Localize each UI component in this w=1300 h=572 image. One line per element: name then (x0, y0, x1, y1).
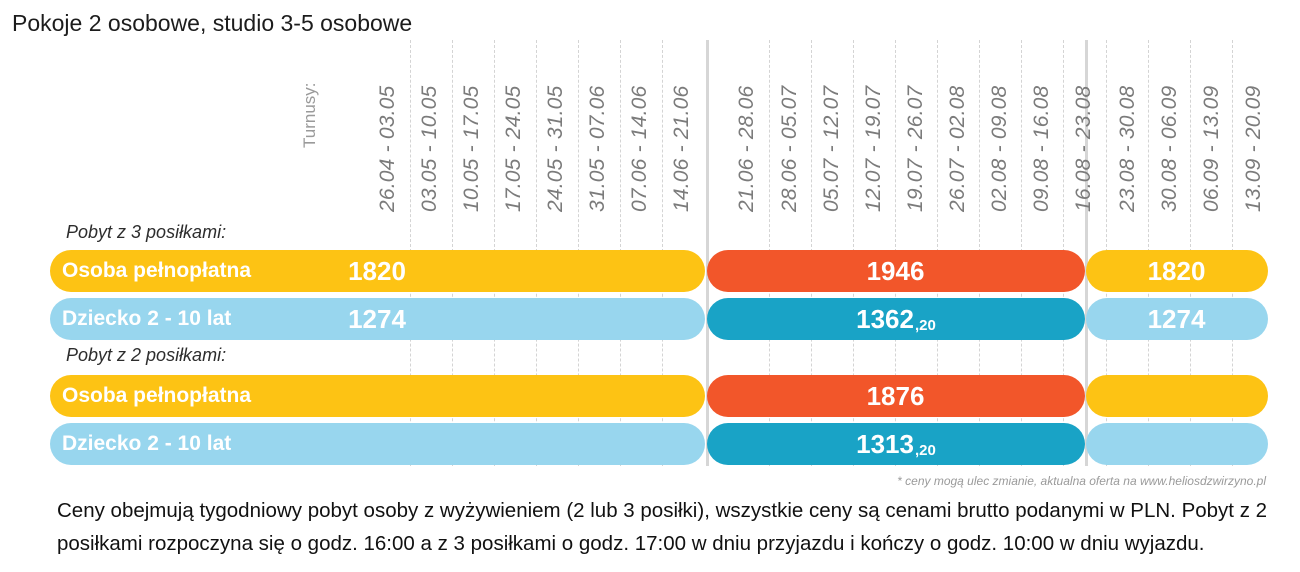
child-price-bar (50, 423, 705, 465)
price-decimal: ,20 (914, 441, 936, 459)
period-label: 31.05 - 07.06 (586, 85, 609, 212)
child-price-bar: 1274 (50, 298, 705, 340)
price-value: 1946 (866, 255, 925, 286)
section-label: Pobyt z 2 posiłkami: (66, 345, 227, 365)
period-label: 14.06 - 21.06 (670, 85, 693, 212)
child-price-bar: 1362,20 (707, 298, 1085, 340)
adult-price-bar: 1820 (50, 250, 705, 292)
period-label: 17.05 - 24.05 (502, 85, 525, 212)
period-label: 12.07 - 19.07 (862, 85, 885, 212)
period-label: 30.08 - 06.09 (1158, 85, 1181, 212)
price-value: 1274 (1147, 303, 1206, 334)
adult-price-bar: 1876 (707, 375, 1085, 417)
period-label: 02.08 - 09.08 (988, 85, 1011, 212)
price-decimal: ,20 (914, 316, 936, 334)
section-label: Pobyt z 3 posiłkami: (66, 222, 227, 242)
period-label: 05.07 - 12.07 (820, 85, 843, 212)
price-value: 1876 (866, 380, 925, 411)
price-value: 1274 (348, 303, 406, 334)
period-label: 19.07 - 26.07 (904, 85, 927, 212)
child-price-bar: 1274 (1086, 298, 1268, 340)
price-value: 1362 (856, 303, 914, 334)
period-label: 06.09 - 13.09 (1200, 85, 1223, 212)
period-label: 13.09 - 20.09 (1242, 85, 1265, 212)
period-label: 24.05 - 31.05 (544, 85, 567, 212)
price-value: 1820 (348, 255, 406, 286)
child-price-bar (1086, 423, 1268, 465)
page-title: Pokoje 2 osobowe, studio 3-5 osobowe (12, 10, 413, 36)
season-separator (1085, 40, 1088, 466)
child-price-bar: 1313,20 (707, 423, 1085, 465)
adult-price-bar (50, 375, 705, 417)
period-label: 16.08 - 23.08 (1072, 85, 1095, 212)
price-value: 1820 (1147, 255, 1206, 286)
period-label: 28.06 - 05.07 (778, 85, 801, 212)
row-label: Osoba pełnopłatna (62, 259, 252, 282)
adult-price-bar: 1820 (1086, 250, 1268, 292)
period-label: 03.05 - 10.05 (418, 85, 441, 212)
period-label: 26.04 - 03.05 (376, 85, 399, 212)
period-label: 21.06 - 28.06 (735, 85, 758, 212)
period-label: 26.07 - 02.08 (946, 85, 969, 212)
turnusy-label: Turnusy: (300, 82, 319, 148)
row-label: Osoba pełnopłatna (62, 384, 252, 407)
footer-text: Ceny obejmują tygodniowy pobyt osoby z w… (57, 499, 1268, 555)
period-label: 23.08 - 30.08 (1116, 85, 1139, 212)
price-note: * ceny mogą ulec zmianie, aktualna ofert… (897, 474, 1266, 488)
adult-price-bar (1086, 375, 1268, 417)
period-label: 07.06 - 14.06 (628, 85, 651, 212)
price-value: 1313 (856, 428, 914, 459)
row-label: Dziecko 2 - 10 lat (62, 432, 232, 455)
adult-price-bar: 1946 (707, 250, 1085, 292)
row-label: Dziecko 2 - 10 lat (62, 307, 232, 330)
period-label: 10.05 - 17.05 (460, 85, 483, 212)
period-label: 09.08 - 16.08 (1030, 85, 1053, 212)
season-separator (706, 40, 709, 466)
